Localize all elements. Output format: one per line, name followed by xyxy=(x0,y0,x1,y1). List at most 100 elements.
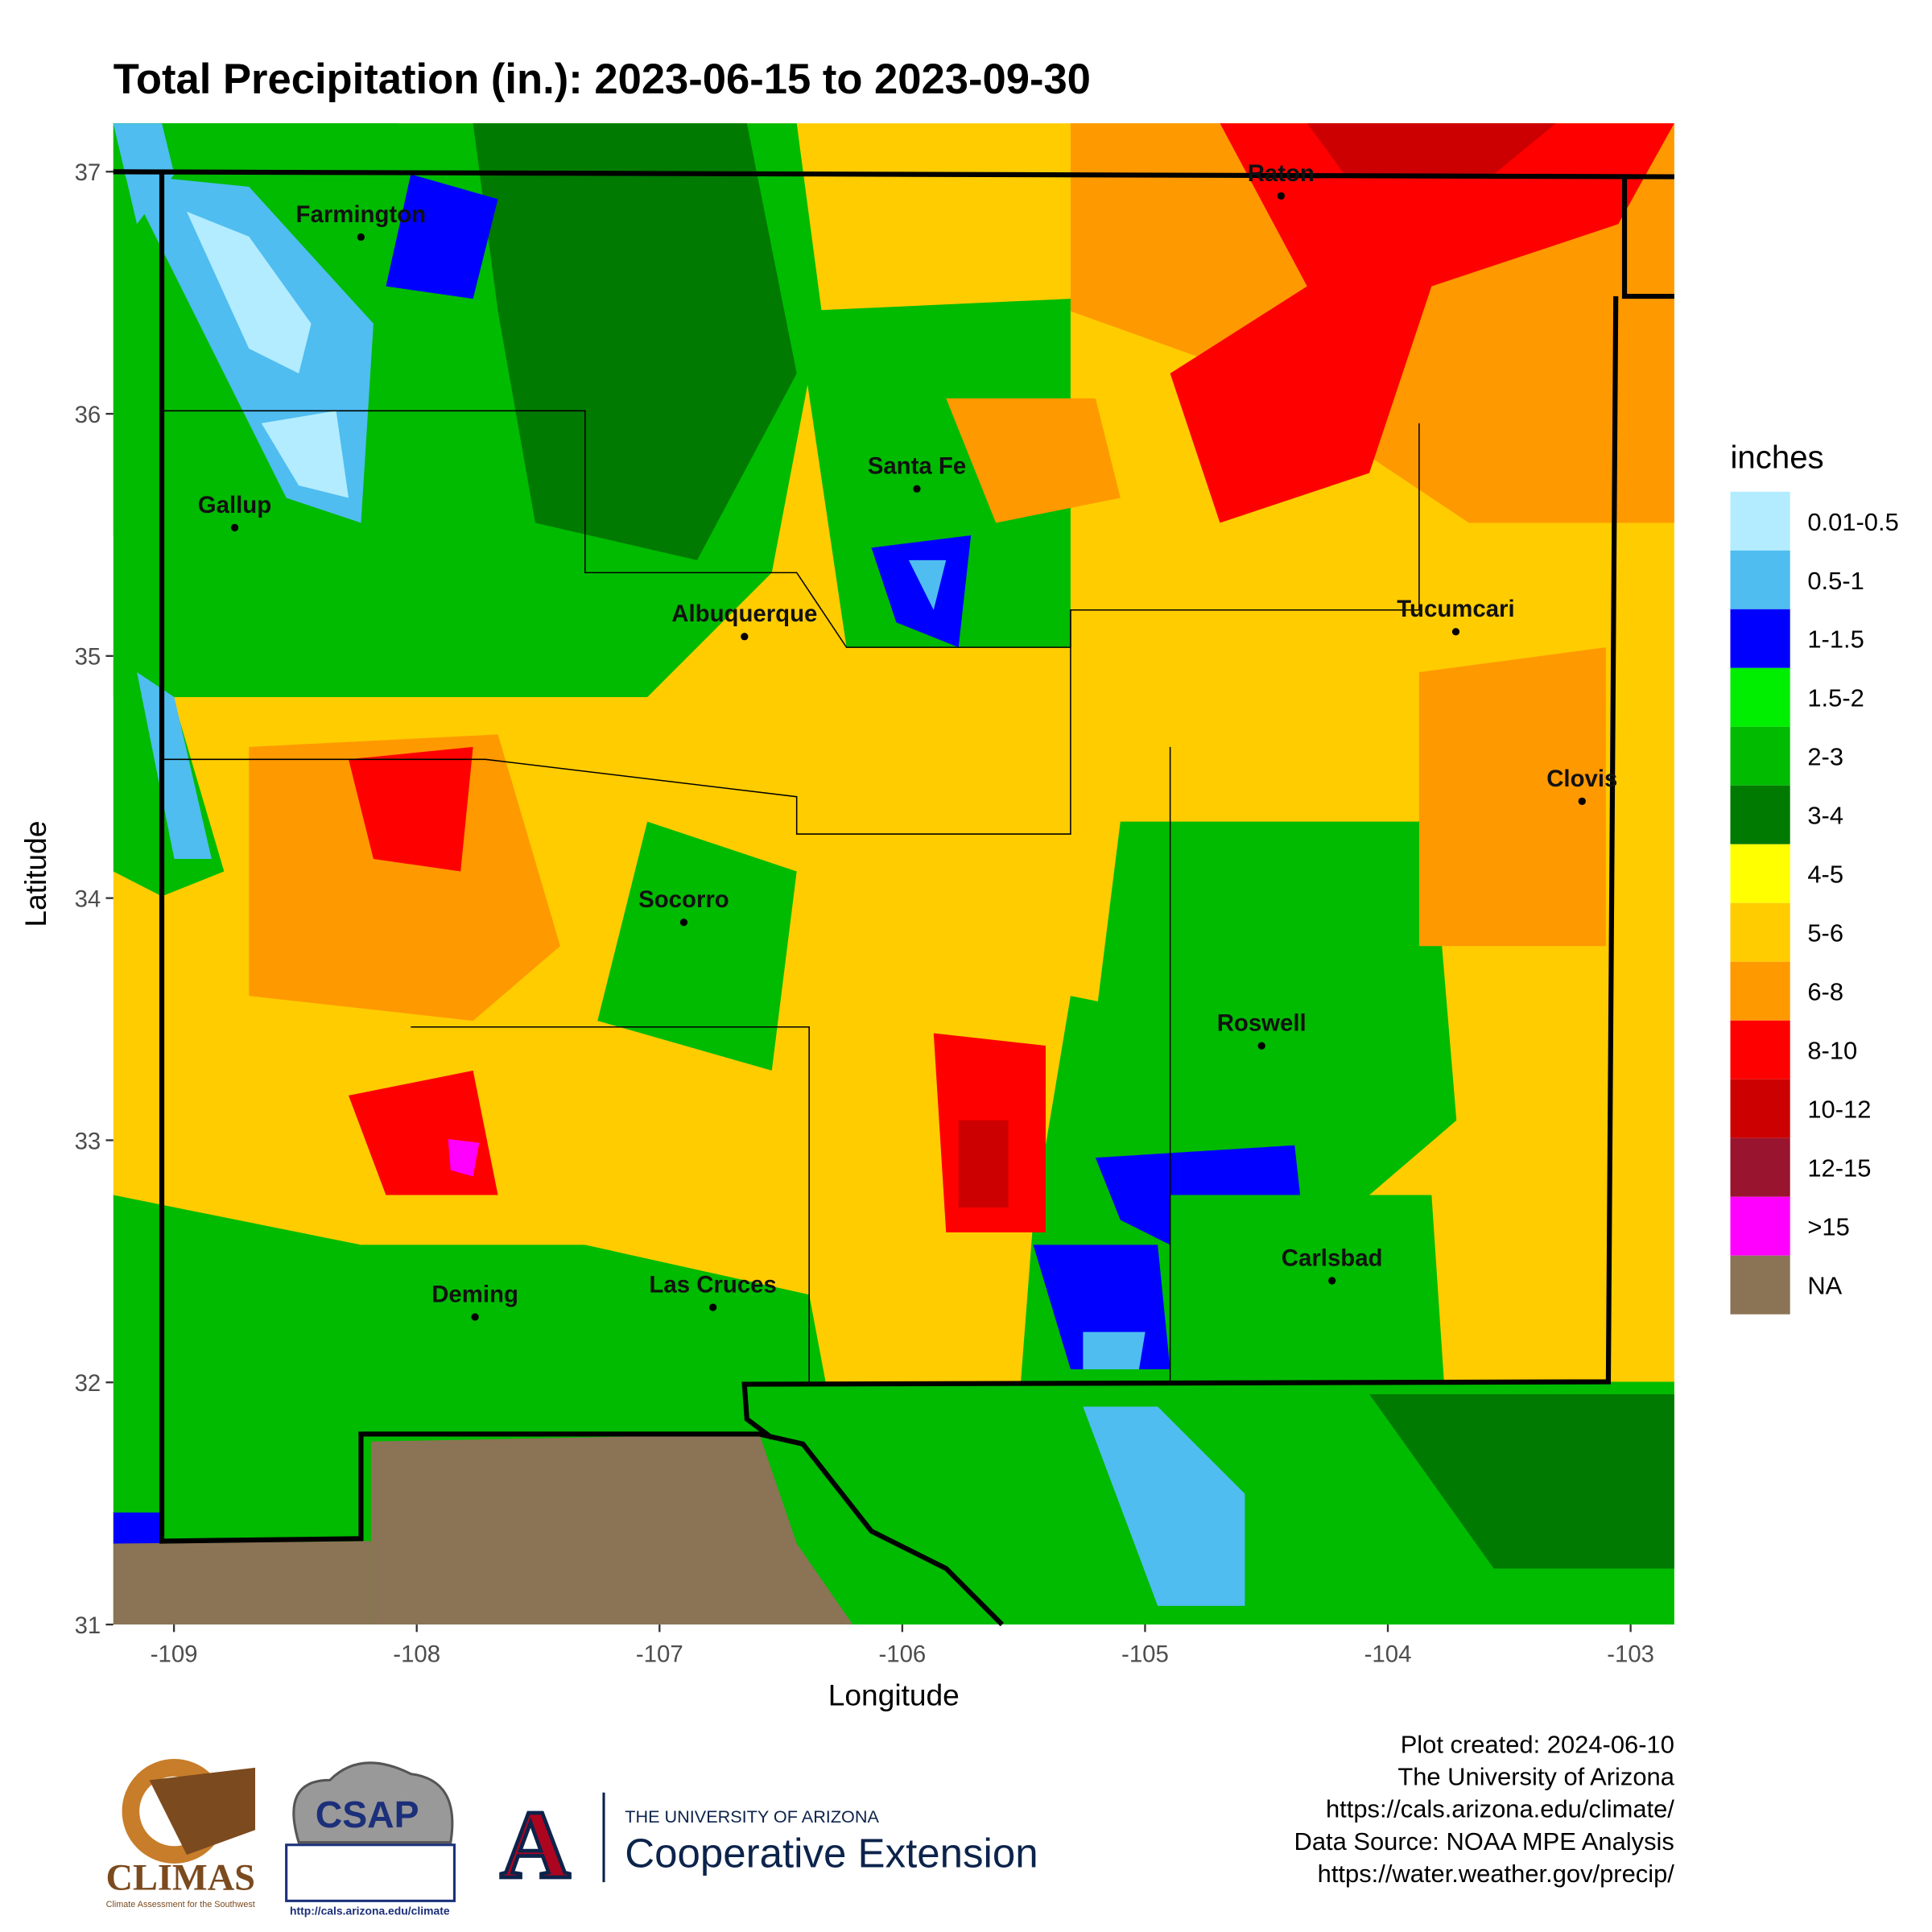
y-tick-label: 35 xyxy=(75,644,101,671)
y-tick-label: 36 xyxy=(75,402,101,428)
city-dot xyxy=(741,633,749,641)
csap-box xyxy=(285,1843,456,1902)
raster-region xyxy=(473,123,797,560)
city-dot xyxy=(1578,797,1586,805)
legend-swatch xyxy=(1730,726,1790,786)
legend-swatch xyxy=(1730,961,1790,1021)
raster-region xyxy=(958,1120,1009,1208)
footer: Plot created: 2024-06-10 The University o… xyxy=(1294,1730,1675,1888)
legend-swatch xyxy=(1730,491,1790,551)
raster-region xyxy=(1418,647,1606,947)
legend-label: 10-12 xyxy=(1807,1096,1871,1124)
raster-region xyxy=(1369,1393,1674,1569)
raster-region xyxy=(113,1512,163,1544)
na-region xyxy=(113,1541,371,1625)
legend-label: NA xyxy=(1807,1272,1842,1300)
legend-swatch xyxy=(1730,1020,1790,1080)
x-tick-label: -105 xyxy=(1121,1641,1169,1667)
x-tick-label: -103 xyxy=(1607,1641,1654,1667)
raster-region xyxy=(1307,123,1556,175)
state-border xyxy=(159,171,1005,1627)
raster-region xyxy=(1083,1406,1245,1606)
x-tick-label: -107 xyxy=(636,1641,683,1667)
legend-label: 2-3 xyxy=(1807,743,1843,771)
state-border xyxy=(741,296,1619,1440)
city-label: Las Cruces xyxy=(649,1271,776,1298)
climas-text: CLIMAS xyxy=(105,1857,255,1898)
state-border xyxy=(113,169,1674,180)
legend-swatch xyxy=(1730,609,1790,668)
raster-region xyxy=(386,174,498,299)
city-dot xyxy=(708,1303,717,1311)
footer-line: The University of Arizona xyxy=(1397,1763,1674,1791)
x-tick-label: -106 xyxy=(878,1641,926,1667)
x-tick-label: -108 xyxy=(393,1641,440,1667)
legend-title: inches xyxy=(1730,439,1823,475)
ua-text: THE UNIVERSITY OF ARIZONA xyxy=(625,1806,879,1827)
legend-label: 0.01-0.5 xyxy=(1807,508,1898,536)
city-dot xyxy=(471,1313,479,1321)
raster-region xyxy=(796,299,1071,648)
y-tick-label: 32 xyxy=(75,1370,101,1397)
city-label: Farmington xyxy=(296,201,427,228)
x-tick-label: -109 xyxy=(151,1641,198,1667)
raster-region xyxy=(348,746,473,872)
csap-url: http://cals.arizona.edu/climate xyxy=(290,1904,450,1917)
legend-swatch xyxy=(1730,1137,1790,1197)
na-region xyxy=(370,1434,853,1625)
city-label: Carlsbad xyxy=(1282,1245,1383,1271)
city-dot xyxy=(1277,192,1285,200)
legend-label: >15 xyxy=(1807,1213,1849,1241)
legend-label: 5-6 xyxy=(1807,919,1843,947)
borders xyxy=(113,169,1674,1627)
legend-swatch xyxy=(1730,785,1790,844)
raster-region xyxy=(1083,1331,1146,1370)
city-dot xyxy=(1328,1277,1336,1285)
precip-raster xyxy=(113,123,1674,1625)
city-dot xyxy=(1451,628,1460,636)
legend-swatch xyxy=(1730,1196,1790,1256)
city-dot xyxy=(357,233,365,242)
logos: CLIMAS Climate Assessment for the Southw… xyxy=(105,1759,1038,1917)
footer-line: https://water.weather.gov/precip/ xyxy=(1318,1860,1675,1888)
legend-label: 1-1.5 xyxy=(1807,625,1864,654)
county-border xyxy=(162,410,1420,648)
map-title: Total Precipitation (in.): 2023-06-15 to… xyxy=(114,56,1091,103)
y-tick-label: 37 xyxy=(75,159,101,186)
raster-region xyxy=(871,535,972,648)
climas-subtitle: Climate Assessment for the Southwest xyxy=(106,1900,255,1909)
csap-cloud xyxy=(292,1761,454,1844)
city-dot xyxy=(913,485,921,493)
raster-region xyxy=(597,821,797,1071)
y-tick-label: 33 xyxy=(75,1128,101,1154)
city-dot xyxy=(1257,1042,1265,1050)
city-label: Deming xyxy=(431,1281,518,1307)
legend-swatch xyxy=(1730,1079,1790,1138)
city-dot xyxy=(230,523,239,532)
raster-region xyxy=(908,559,947,610)
city-label: Socorro xyxy=(638,886,729,913)
raster-region xyxy=(1170,123,1674,523)
y-tick-label: 34 xyxy=(75,886,101,912)
csap-text: CSAP xyxy=(316,1794,419,1835)
legend-swatch xyxy=(1730,1255,1790,1315)
legend-label: 1.5-2 xyxy=(1807,684,1864,712)
legend: 0.01-0.5 0.5-1 1-1.5 1.5-2 2-3 3-4 4-5 5-6 6-8 8-… xyxy=(1730,491,1899,1315)
city-label: Raton xyxy=(1248,160,1315,187)
state-border xyxy=(1621,174,1674,299)
city-label: Roswell xyxy=(1217,1010,1307,1037)
legend-swatch xyxy=(1730,550,1790,609)
axes: -109 -108 -107 -106 -105 -104 -103 31 32 33 34 35 36… xyxy=(75,159,1654,1667)
raster-region xyxy=(1170,1195,1444,1382)
raster-region xyxy=(448,1138,480,1177)
y-axis-label: Latitude xyxy=(19,821,52,927)
legend-label: 4-5 xyxy=(1807,861,1843,889)
legend-swatch xyxy=(1730,667,1790,727)
city-label: Tucumcari xyxy=(1397,596,1514,622)
raster-region xyxy=(261,411,349,498)
x-axis-label: Longitude xyxy=(828,1678,960,1712)
footer-line: Data Source: NOAA MPE Analysis xyxy=(1294,1827,1674,1856)
legend-label: 12-15 xyxy=(1807,1154,1871,1183)
legend-swatch xyxy=(1730,902,1790,962)
